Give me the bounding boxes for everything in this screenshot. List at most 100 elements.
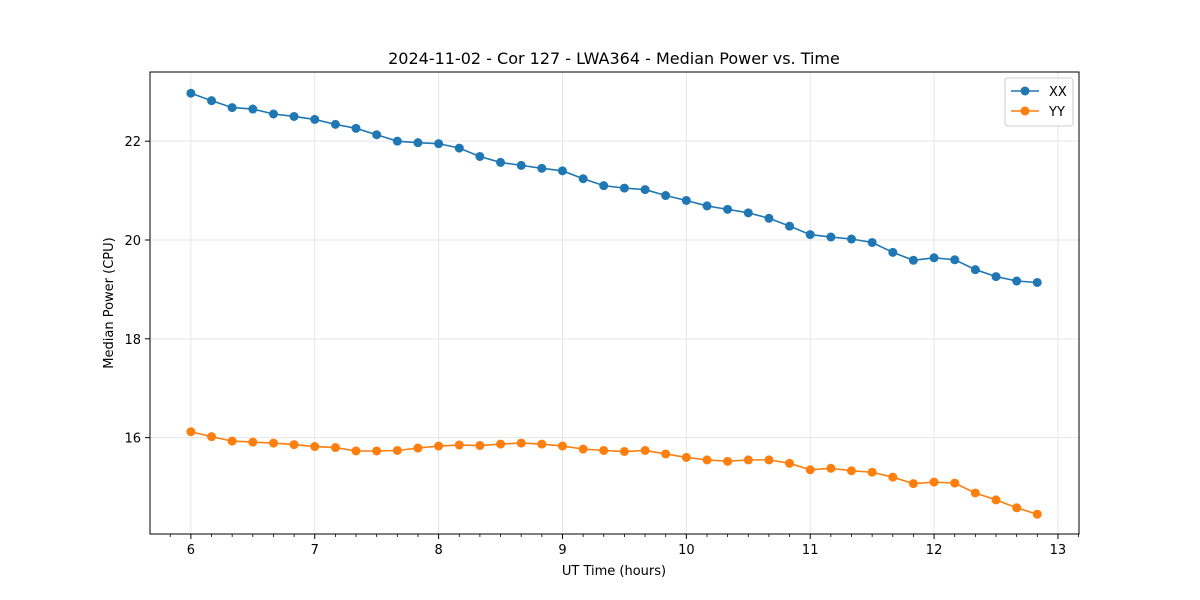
data-point-yy — [537, 439, 547, 449]
series-layer — [186, 88, 1042, 519]
x-axis-label: UT Time (hours) — [562, 564, 666, 579]
legend-marker-yy — [1020, 106, 1030, 116]
data-point-xx — [372, 130, 382, 140]
data-point-xx — [475, 151, 485, 161]
data-point-xx — [805, 230, 815, 240]
data-point-xx — [268, 109, 278, 119]
data-point-xx — [929, 253, 939, 263]
series-yy — [186, 427, 1042, 519]
data-point-yy — [557, 441, 567, 451]
plot-frame — [149, 71, 1080, 535]
ticks: 6 7 8 9 10 11 12 13 16 18 20 22 — [124, 135, 1079, 558]
data-point-xx — [248, 104, 258, 114]
y-tick-label: 18 — [124, 333, 141, 348]
data-point-yy — [330, 443, 340, 453]
data-point-xx — [516, 160, 526, 170]
data-point-xx — [888, 247, 898, 257]
y-tick-label: 20 — [124, 234, 141, 249]
y-tick-label: 16 — [124, 432, 141, 447]
data-point-yy — [950, 478, 960, 488]
data-point-xx — [227, 103, 237, 113]
x-tick-label: 6 — [187, 543, 195, 558]
data-point-yy — [619, 446, 629, 456]
data-point-xx — [496, 157, 506, 167]
data-point-yy — [970, 488, 980, 498]
data-point-yy — [888, 472, 898, 482]
y-tick-label: 22 — [124, 135, 141, 150]
data-point-xx — [454, 143, 464, 153]
data-point-xx — [434, 139, 444, 149]
data-point-yy — [475, 441, 485, 451]
data-point-yy — [991, 495, 1001, 505]
data-point-yy — [434, 441, 444, 451]
x-tick-label: 7 — [311, 543, 319, 558]
data-point-xx — [557, 166, 567, 176]
data-point-xx — [640, 185, 650, 195]
data-point-xx — [1012, 276, 1022, 286]
data-point-yy — [681, 452, 691, 462]
data-point-yy — [805, 465, 815, 475]
x-tick-label: 10 — [678, 543, 695, 558]
legend-marker-xx — [1020, 86, 1030, 96]
y-axis-label: Median Power (CPU) — [102, 237, 117, 368]
data-point-xx — [826, 232, 836, 242]
grid — [150, 72, 1079, 534]
data-point-xx — [207, 96, 217, 106]
legend-item-xx: XX — [1011, 85, 1067, 100]
data-point-xx — [330, 119, 340, 129]
data-point-xx — [186, 88, 196, 98]
data-point-xx — [681, 195, 691, 205]
data-point-yy — [702, 455, 712, 465]
data-point-yy — [846, 466, 856, 476]
data-point-yy — [496, 439, 506, 449]
legend-item-yy: YY — [1011, 105, 1065, 120]
data-point-xx — [392, 136, 402, 146]
legend: XX YY — [1004, 77, 1074, 127]
data-point-xx — [723, 204, 733, 214]
data-point-xx — [785, 221, 795, 231]
data-point-yy — [186, 427, 196, 437]
data-point-yy — [578, 444, 588, 454]
data-point-xx — [950, 255, 960, 265]
data-point-xx — [413, 138, 423, 148]
legend-label-yy: YY — [1048, 105, 1065, 120]
data-point-yy — [372, 446, 382, 456]
chart-title: 2024-11-02 - Cor 127 - LWA364 - Median P… — [388, 49, 840, 68]
data-point-xx — [991, 272, 1001, 282]
data-point-xx — [702, 201, 712, 211]
data-point-xx — [764, 213, 774, 223]
data-point-xx — [619, 183, 629, 193]
legend-label-xx: XX — [1049, 85, 1067, 100]
data-point-xx — [578, 174, 588, 184]
data-point-xx — [537, 163, 547, 173]
data-point-yy — [1012, 503, 1022, 513]
data-point-yy — [268, 438, 278, 448]
data-point-xx — [970, 265, 980, 275]
data-point-yy — [826, 463, 836, 473]
data-point-yy — [908, 479, 918, 489]
series-xx — [186, 88, 1042, 287]
data-point-xx — [846, 234, 856, 244]
data-point-yy — [289, 440, 299, 450]
data-point-yy — [785, 458, 795, 468]
x-tick-label: 9 — [558, 543, 566, 558]
data-point-yy — [1032, 509, 1042, 519]
data-point-yy — [516, 438, 526, 448]
data-point-yy — [454, 440, 464, 450]
data-point-yy — [351, 446, 361, 456]
data-point-yy — [661, 449, 671, 459]
data-point-yy — [599, 445, 609, 455]
data-point-yy — [640, 445, 650, 455]
x-tick-label: 11 — [802, 543, 819, 558]
data-point-xx — [310, 114, 320, 124]
data-point-xx — [1032, 277, 1042, 287]
data-point-yy — [929, 477, 939, 487]
data-point-yy — [248, 437, 258, 447]
x-tick-label: 12 — [926, 543, 943, 558]
data-point-xx — [289, 111, 299, 121]
data-point-yy — [207, 432, 217, 442]
data-point-yy — [227, 436, 237, 446]
data-point-yy — [413, 443, 423, 453]
data-point-yy — [723, 456, 733, 466]
